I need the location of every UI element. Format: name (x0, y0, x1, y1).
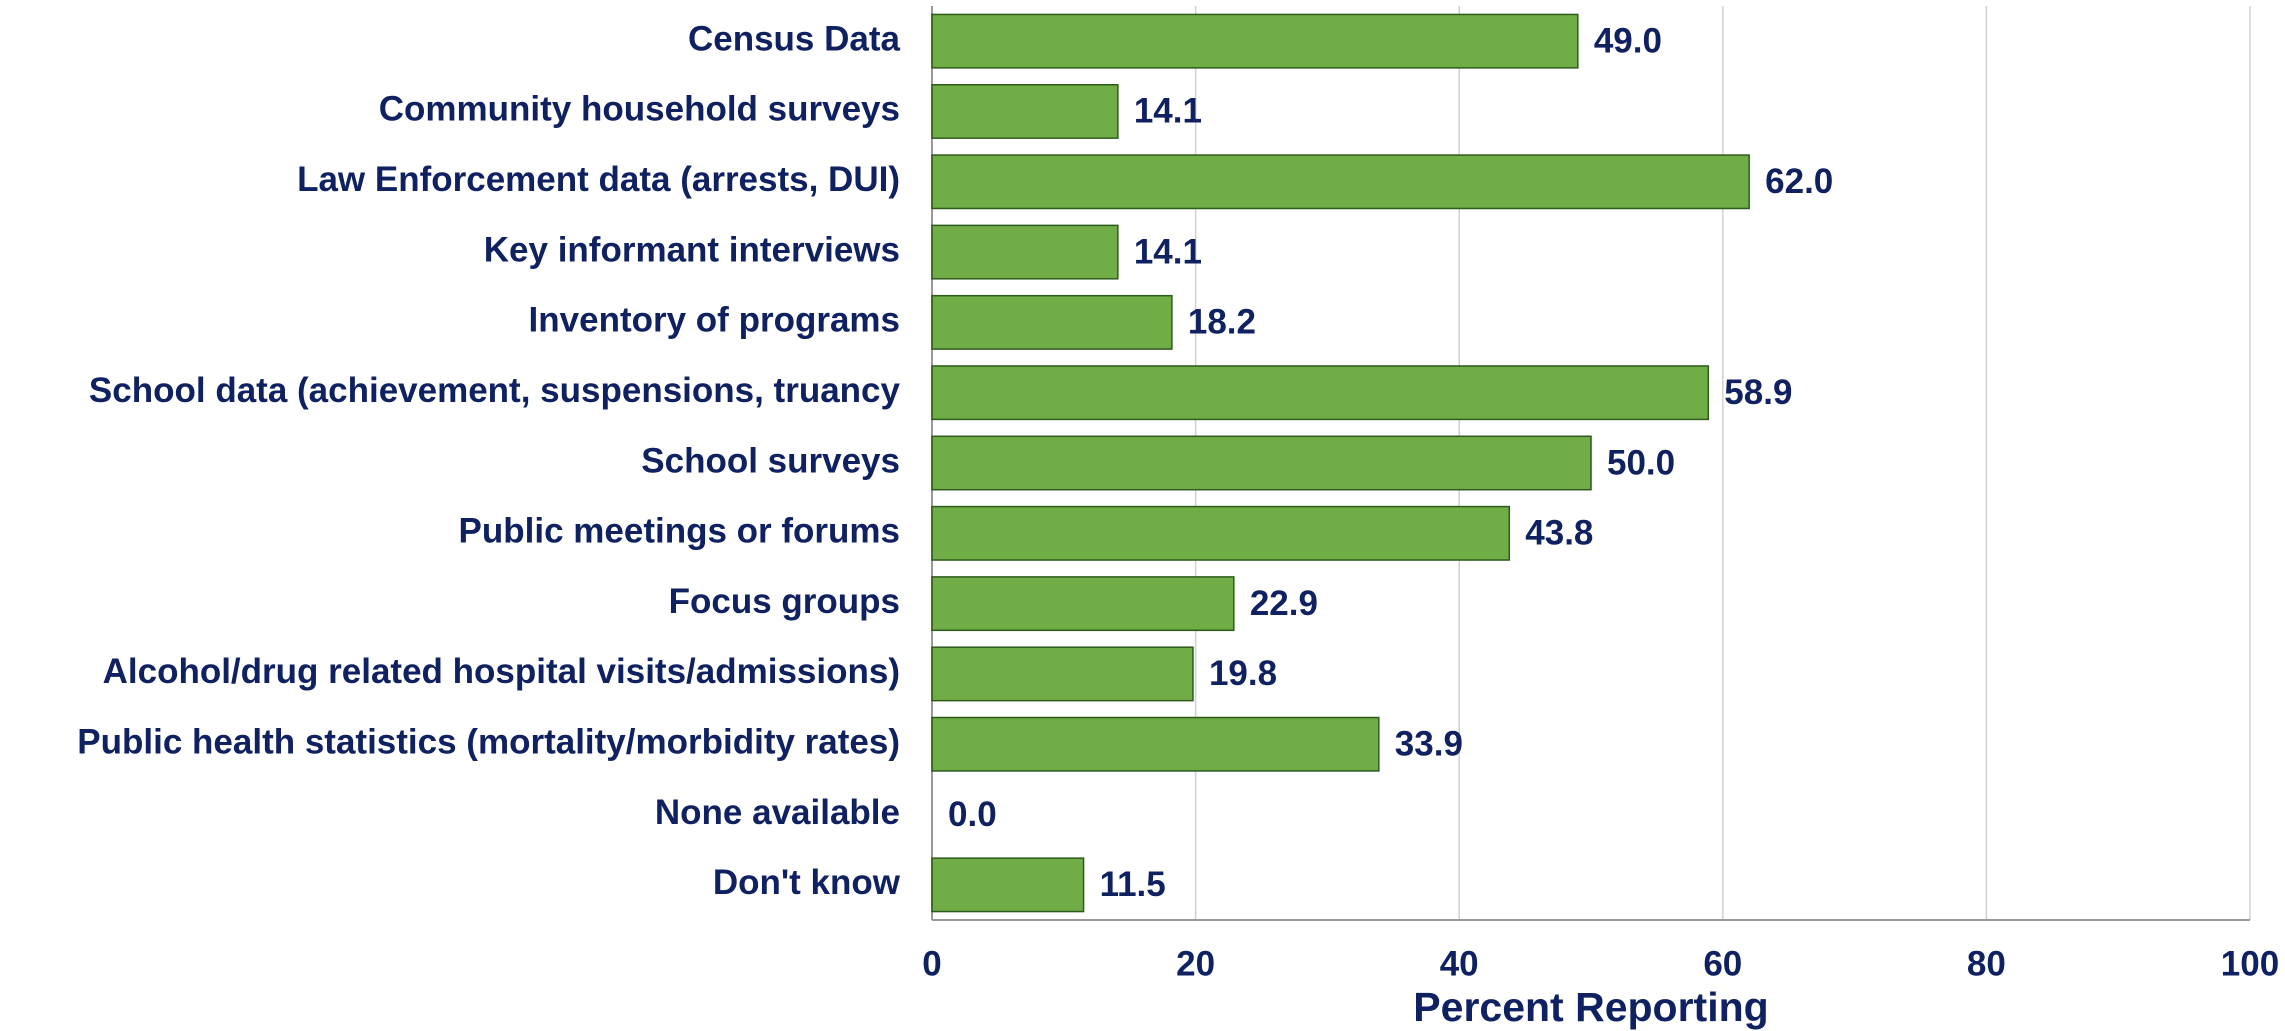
bar (931, 435, 1592, 491)
x-tick-label: 20 (1176, 944, 1215, 983)
bar (931, 576, 1235, 632)
y-tick-label: Inventory of programs (529, 301, 900, 340)
bar (931, 365, 1710, 421)
data-label: 22.9 (1250, 584, 1318, 623)
x-tick-label: 100 (2221, 944, 2279, 983)
x-axis-title: Percent Reporting (1413, 984, 1768, 1030)
bar (931, 716, 1380, 772)
data-label: 0.0 (948, 795, 997, 834)
data-label: 62.0 (1765, 162, 1833, 201)
y-tick-label: Census Data (688, 19, 901, 58)
data-label: 11.5 (1100, 865, 1166, 904)
y-tick-label: Public health statistics (mortality/morb… (77, 722, 900, 761)
y-tick-label: Focus groups (669, 582, 900, 621)
x-tick-label: 40 (1440, 944, 1479, 983)
data-label: 33.9 (1395, 724, 1463, 763)
y-tick-label: Alcohol/drug related hospital visits/adm… (103, 652, 900, 691)
data-label: 49.0 (1594, 21, 1662, 60)
bar (931, 857, 1085, 913)
data-label: 14.1 (1134, 232, 1202, 271)
bar (931, 154, 1750, 210)
x-tick-label: 60 (1703, 944, 1742, 983)
x-tick-label: 80 (1967, 944, 2006, 983)
y-tick-label: Community household surveys (379, 90, 900, 129)
bar (931, 294, 1173, 350)
bar (931, 13, 1579, 69)
y-tick-label: None available (655, 793, 900, 832)
bar (931, 505, 1511, 561)
bar (931, 646, 1194, 702)
data-label: 18.2 (1188, 303, 1256, 342)
y-tick-label: Key informant interviews (484, 230, 900, 269)
y-tick-label: Public meetings or forums (459, 512, 900, 551)
bar (931, 224, 1119, 280)
data-label: 50.0 (1607, 443, 1675, 482)
y-tick-label: Law Enforcement data (arrests, DUI) (297, 160, 900, 199)
data-label: 43.8 (1525, 514, 1593, 553)
x-tick-label: 0 (922, 944, 941, 983)
y-tick-label: Don't know (713, 863, 901, 902)
data-label: 58.9 (1724, 373, 1792, 412)
bar (931, 83, 1119, 139)
data-label: 14.1 (1134, 92, 1202, 131)
y-tick-label: School surveys (641, 441, 900, 480)
y-tick-label: School data (achievement, suspensions, t… (89, 371, 901, 410)
data-label: 19.8 (1209, 654, 1277, 693)
